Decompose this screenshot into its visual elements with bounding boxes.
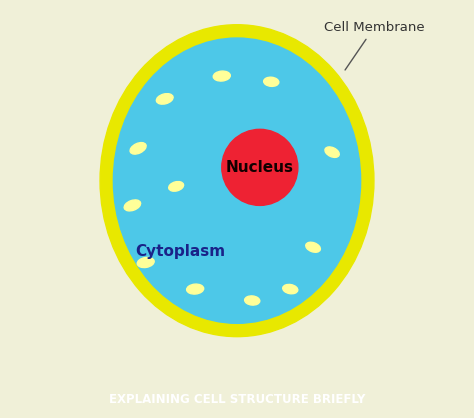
Ellipse shape xyxy=(245,296,260,305)
Ellipse shape xyxy=(283,284,298,294)
Ellipse shape xyxy=(137,257,154,268)
Text: Nucleus: Nucleus xyxy=(226,160,294,175)
Ellipse shape xyxy=(130,143,146,154)
Ellipse shape xyxy=(187,284,204,294)
Ellipse shape xyxy=(325,147,339,158)
Ellipse shape xyxy=(264,77,279,87)
Text: Cell Membrane: Cell Membrane xyxy=(324,21,424,70)
Ellipse shape xyxy=(156,94,173,104)
Text: EXPLAINING CELL STRUCTURE BRIEFLY: EXPLAINING CELL STRUCTURE BRIEFLY xyxy=(109,393,365,406)
Ellipse shape xyxy=(124,200,141,211)
Circle shape xyxy=(222,129,298,205)
Text: Cytoplasm: Cytoplasm xyxy=(135,244,225,259)
Ellipse shape xyxy=(213,71,230,81)
Ellipse shape xyxy=(100,25,374,336)
Ellipse shape xyxy=(306,242,320,252)
Ellipse shape xyxy=(169,181,183,191)
Ellipse shape xyxy=(113,38,361,324)
